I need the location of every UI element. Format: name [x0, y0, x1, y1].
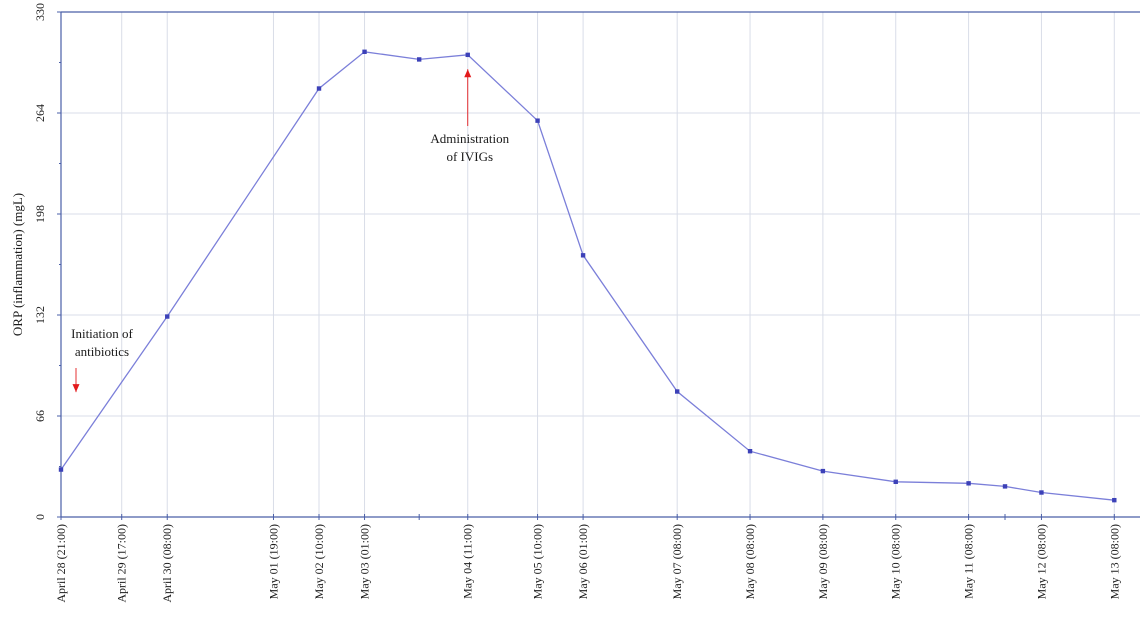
y-tick-label: 264: [33, 104, 47, 122]
axes: 0 66 132 198 264 330 ORP (inflammation) (mgL) A…: [10, 3, 1140, 603]
x-tick-label: May 13 (08:00): [1107, 524, 1121, 599]
y-tick-label: 198: [33, 205, 47, 223]
x-tick-label: April 30 (08:00): [160, 524, 174, 603]
data-point: [1112, 497, 1117, 503]
x-tick-label: May 06 (01:00): [576, 524, 590, 599]
x-tick-label: May 08 (08:00): [743, 524, 757, 599]
data-point: [362, 49, 367, 54]
data-point: [165, 314, 170, 319]
x-tick-label: May 01 (19:00): [266, 524, 280, 599]
y-tick-label: 132: [33, 306, 47, 324]
x-tick-label: May 11 (08:00): [962, 524, 976, 599]
x-tick-label: May 12 (08:00): [1034, 524, 1048, 599]
x-tick-label: May 04 (11:00): [461, 524, 475, 599]
y-axis-label: ORP (inflammation) (mgL): [10, 193, 25, 336]
x-tick-label: April 29 (17:00): [115, 524, 129, 603]
annotation-text: Initiation of: [71, 326, 133, 341]
x-tick-label: May 09 (08:00): [816, 524, 830, 599]
data-point: [416, 57, 422, 62]
x-tick-label: May 05 (10:00): [531, 524, 545, 599]
data-point: [1039, 490, 1044, 495]
annotations: Initiation of antibiotics Administration of…: [71, 69, 510, 393]
data-point: [316, 86, 322, 91]
annotation-text: of IVIGs: [446, 149, 493, 164]
data-point: [58, 467, 64, 472]
data-point: [966, 481, 971, 486]
x-tick-label: May 02 (10:00): [312, 524, 326, 599]
x-tick-label: May 10 (08:00): [889, 524, 903, 599]
data-point: [747, 448, 753, 454]
data-point: [1002, 484, 1008, 489]
data-point: [465, 52, 470, 58]
series-line: [58, 49, 1117, 503]
annotation-text: antibiotics: [75, 344, 129, 359]
y-tick-label: 330: [33, 3, 47, 21]
y-tick-label: 66: [33, 410, 47, 422]
y-tick-label: 0: [33, 514, 47, 520]
series-path: [60, 51, 1115, 501]
data-point: [674, 389, 680, 394]
annotation-text: Administration: [430, 131, 509, 146]
x-tick-label: April 28 (21:00): [54, 524, 68, 603]
annotation-arrowhead: [464, 69, 472, 78]
x-tick-label: May 07 (08:00): [670, 524, 684, 599]
data-point: [820, 468, 826, 474]
annotation-arrowhead: [72, 384, 80, 393]
grid: [60, 11, 1140, 518]
data-point: [893, 479, 898, 485]
data-point: [580, 253, 586, 258]
data-point: [535, 118, 540, 123]
x-tick-label: May 03 (01:00): [358, 524, 372, 599]
